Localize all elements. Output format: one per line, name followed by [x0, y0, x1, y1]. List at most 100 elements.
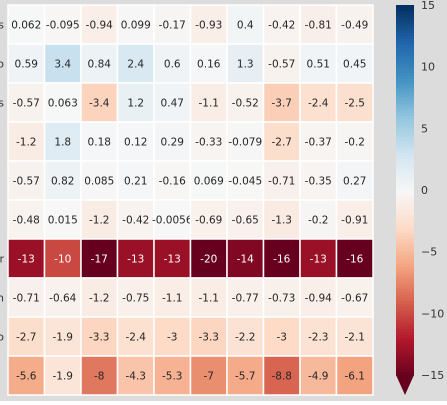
- colorbar-segment: [396, 168, 414, 173]
- cell-value-label: -0.57: [13, 176, 40, 188]
- colorbar-segment: [396, 54, 414, 59]
- heatmap-cell: [43, 238, 82, 279]
- colorbar-segment: [396, 297, 414, 302]
- cell-value-label: 0.4: [237, 20, 254, 32]
- colorbar-segment: [396, 313, 414, 318]
- colorbar-segment: [396, 60, 414, 65]
- colorbar-segment: [396, 69, 414, 74]
- cell-value-label: -2.4: [126, 332, 147, 344]
- colorbar-tick-label: −15: [421, 369, 444, 382]
- colorbar-segment: [396, 338, 414, 342]
- cell-value-label: -0.94: [305, 293, 332, 305]
- colorbar-segment: [396, 230, 414, 234]
- cell-value-label: 0.84: [88, 59, 112, 71]
- cell-value-label: -0.2: [308, 215, 329, 227]
- cell-value-label: -8: [94, 371, 104, 383]
- cell-value-label: -2.4: [308, 98, 329, 110]
- heatmap-cell: [80, 199, 119, 240]
- colorbar-segment: [396, 153, 414, 157]
- colorbar-segment: [396, 17, 414, 22]
- colorbar-segment: [396, 350, 414, 355]
- colorbar-segment: [396, 301, 414, 305]
- colorbar-segment: [396, 291, 414, 296]
- cell-value-label: 1.2: [127, 98, 144, 110]
- cell-value-label: -2.3: [308, 332, 329, 344]
- cell-value-label: -1.1: [199, 293, 220, 305]
- colorbar-segment: [396, 57, 414, 62]
- colorbar-segment: [396, 245, 414, 250]
- cell-value-label: -14: [237, 254, 254, 266]
- colorbar-segment: [396, 186, 414, 191]
- cell-value-label: -0.67: [341, 293, 368, 305]
- cell-value-label: -1.9: [53, 332, 74, 344]
- colorbar-segment: [396, 285, 414, 290]
- colorbar-segment: [396, 322, 414, 327]
- colorbar-segment: [396, 125, 414, 129]
- colorbar-segment: [396, 233, 414, 237]
- heatmap-cell: [116, 82, 155, 123]
- colorbar-segment: [396, 29, 414, 34]
- cell-value-label: 0.21: [124, 176, 147, 188]
- colorbar-segment: [396, 122, 414, 126]
- colorbar-segment: [396, 38, 414, 43]
- cell-value-label: 1.3: [237, 59, 254, 71]
- cell-value-label: -1.1: [199, 98, 220, 110]
- colorbar-segment: [396, 72, 414, 77]
- cell-value-label: -0.77: [232, 293, 259, 305]
- cell-value-label: -1.2: [16, 137, 37, 149]
- cell-value-label: -0.65: [232, 215, 259, 227]
- cell-value-label: 0.085: [84, 176, 114, 188]
- cell-value-label: -0.91: [341, 215, 368, 227]
- colorbar-segment: [396, 331, 414, 336]
- heatmap-cell: [299, 355, 338, 396]
- cell-value-label: 0.063: [48, 98, 78, 110]
- cell-value-label: -6.1: [345, 371, 366, 383]
- heatmap-cell: [43, 199, 82, 240]
- colorbar-tick-label: 10: [421, 61, 435, 74]
- cell-value-label: 0.16: [197, 59, 221, 71]
- colorbar-segment: [396, 149, 414, 154]
- cell-value-label: -1.3: [272, 215, 293, 227]
- cell-value-label: -13: [127, 254, 144, 266]
- colorbar-segment: [396, 316, 414, 321]
- cell-value-label: -4.9: [308, 371, 329, 383]
- colorbar-tick-label: −5: [421, 246, 437, 259]
- colorbar-segment: [396, 217, 414, 222]
- heatmap-cell: [43, 121, 82, 162]
- cell-value-label: -3: [277, 332, 287, 344]
- cell-value-label: -0.42: [122, 215, 149, 227]
- cell-value-label: -2.7: [16, 332, 37, 344]
- heatmap-cell: [335, 355, 374, 396]
- heatmap-cell: [153, 160, 192, 201]
- colorbar-segment: [396, 183, 414, 188]
- cell-value-label: 0.069: [194, 176, 224, 188]
- colorbar-segment: [396, 159, 414, 163]
- colorbar-segment: [396, 8, 414, 12]
- colorbar-segment: [396, 220, 414, 225]
- row-label: s: [0, 19, 4, 32]
- heatmap-cell: [116, 316, 155, 357]
- cell-value-label: -4.3: [126, 371, 147, 383]
- cell-value-label: 0.59: [15, 59, 38, 71]
- colorbar-segment: [396, 190, 414, 194]
- colorbar-segment: [396, 273, 414, 277]
- colorbar-segment: [396, 264, 414, 268]
- colorbar-segment: [396, 35, 414, 40]
- colorbar-segment: [396, 227, 414, 231]
- cell-value-label: -0.16: [159, 176, 186, 188]
- heatmap-cell: [116, 199, 155, 240]
- colorbar-segment: [396, 242, 414, 247]
- heatmap-cell: [226, 43, 265, 84]
- cell-value-label: -1.1: [162, 293, 183, 305]
- heatmap-cell: [262, 316, 301, 357]
- colorbar-segment: [396, 5, 414, 9]
- cell-value-label: 2.4: [127, 59, 144, 71]
- colorbar-segment: [396, 199, 414, 203]
- colorbar-segment: [396, 143, 414, 148]
- colorbar-segment: [396, 63, 414, 68]
- heatmap-cell: [80, 238, 119, 279]
- cell-value-label: -0.71: [268, 176, 295, 188]
- cell-value-label: -0.94: [86, 20, 113, 32]
